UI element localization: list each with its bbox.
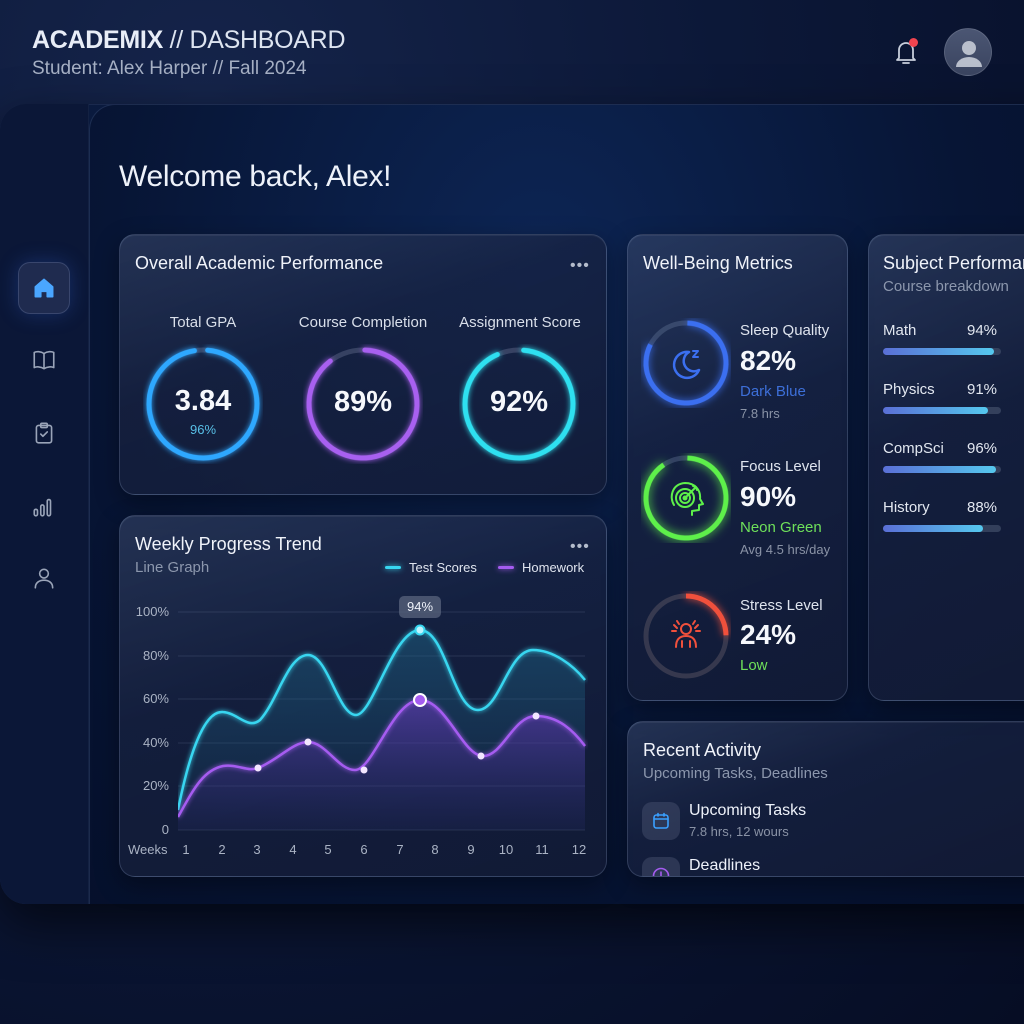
completion-gauge-ring bbox=[306, 347, 420, 461]
book-icon bbox=[33, 350, 55, 370]
app-title: ACADEMIX // DASHBOARD bbox=[32, 26, 346, 54]
focus-level-label: Focus Level bbox=[740, 458, 821, 475]
welcome-heading: Welcome back, Alex! bbox=[119, 160, 392, 193]
academic-performance-card bbox=[119, 234, 607, 495]
sleep-quality-note: 7.8 hrs bbox=[740, 406, 780, 421]
focus-level-note: Avg 4.5 hrs/day bbox=[740, 542, 831, 557]
y-tick: 80% bbox=[142, 648, 169, 663]
progress-bar bbox=[883, 466, 1001, 473]
sidebar-item-home[interactable] bbox=[18, 262, 70, 314]
sleep-quality-label: Sleep Quality bbox=[740, 322, 830, 339]
x-axis-label: Weeks bbox=[128, 842, 168, 857]
avatar-person-icon bbox=[956, 41, 982, 67]
more-options-button[interactable]: ••• bbox=[570, 538, 590, 555]
y-tick: 20% bbox=[142, 778, 169, 793]
progress-bar bbox=[883, 525, 1001, 532]
card-title: Subject Performance bbox=[883, 253, 1024, 273]
sidebar bbox=[0, 104, 89, 904]
completion-value: 89% bbox=[333, 386, 393, 418]
focus-level-tag: Neon Green bbox=[740, 519, 822, 536]
moon-icon bbox=[672, 350, 701, 380]
progress-bar bbox=[883, 407, 1001, 414]
bar-chart-icon bbox=[33, 498, 52, 517]
card-title: Recent Activity bbox=[643, 740, 762, 760]
chart-tooltip: 94% bbox=[399, 596, 441, 618]
stress-level-tag: Low bbox=[740, 657, 768, 674]
card-title: Well-Being Metrics bbox=[643, 253, 793, 273]
user-avatar[interactable] bbox=[944, 28, 992, 76]
user-icon bbox=[34, 568, 54, 589]
stress-level-label: Stress Level bbox=[740, 597, 823, 614]
gpa-percent: 96% bbox=[189, 422, 217, 437]
gpa-value: 3.84 bbox=[174, 385, 232, 417]
y-tick: 60% bbox=[142, 691, 169, 706]
gpa-gauge-ring bbox=[146, 347, 260, 461]
card-subtitle: Upcoming Tasks, Deadlines bbox=[643, 765, 828, 782]
focus-level-ring bbox=[643, 455, 729, 541]
sidebar-item-analytics[interactable] bbox=[18, 480, 70, 532]
clipboard-check-icon bbox=[35, 422, 53, 444]
y-tick: 0 bbox=[161, 822, 169, 837]
home-icon bbox=[34, 278, 54, 298]
legend-homework[interactable]: Homework bbox=[498, 560, 584, 575]
trend-line-chart bbox=[178, 611, 586, 831]
clock-icon bbox=[652, 867, 670, 876]
stressed-person-icon bbox=[671, 620, 701, 648]
recent-activity-card bbox=[627, 721, 1024, 877]
card-subtitle: Course breakdown bbox=[883, 278, 1009, 295]
x-tick: 12 bbox=[571, 842, 587, 857]
x-tick: 10 bbox=[498, 842, 514, 857]
notification-badge bbox=[909, 38, 918, 47]
stress-level-value: 24% bbox=[740, 619, 797, 650]
brand-name: ACADEMIX bbox=[32, 26, 163, 54]
more-options-button[interactable]: ••• bbox=[570, 257, 590, 274]
target-head-icon bbox=[670, 482, 704, 516]
calendar-icon bbox=[653, 812, 669, 829]
card-title: Weekly Progress Trend bbox=[135, 534, 322, 554]
legend-test-scores[interactable]: Test Scores bbox=[385, 560, 477, 575]
gauge-label-assignment: Assignment Score bbox=[459, 314, 581, 331]
assignment-gauge-ring bbox=[462, 347, 576, 461]
sidebar-item-assignments[interactable] bbox=[18, 407, 70, 459]
y-tick: 100% bbox=[135, 604, 169, 619]
card-subtitle: Line Graph bbox=[135, 559, 210, 576]
section-name: DASHBOARD bbox=[189, 26, 346, 54]
sidebar-item-courses[interactable] bbox=[18, 334, 70, 386]
card-title: Overall Academic Performance bbox=[135, 253, 384, 273]
x-tick: 7 bbox=[396, 842, 404, 857]
gauge-label-gpa: Total GPA bbox=[169, 314, 237, 331]
gauge-label-completion: Course Completion bbox=[298, 314, 428, 331]
sidebar-item-profile[interactable] bbox=[18, 552, 70, 604]
legend-swatch bbox=[385, 566, 401, 569]
sleep-quality-ring bbox=[643, 320, 729, 406]
progress-bar bbox=[883, 348, 1001, 355]
x-tick: 5 bbox=[324, 842, 332, 857]
x-tick: 4 bbox=[289, 842, 297, 857]
focus-level-value: 90% bbox=[740, 481, 797, 512]
x-tick: 2 bbox=[218, 842, 226, 857]
sleep-quality-tag: Dark Blue bbox=[740, 383, 806, 400]
x-tick: 8 bbox=[431, 842, 439, 857]
student-subtitle: Student: Alex Harper // Fall 2024 bbox=[32, 58, 307, 79]
stress-level-ring bbox=[643, 593, 729, 679]
legend-swatch bbox=[498, 566, 514, 569]
assignment-value: 92% bbox=[489, 386, 549, 418]
x-tick: 6 bbox=[360, 842, 368, 857]
x-tick: 3 bbox=[253, 842, 261, 857]
activity-clip: Deadlines bbox=[627, 855, 1024, 876]
x-tick: 11 bbox=[535, 842, 549, 857]
y-tick: 40% bbox=[142, 735, 169, 750]
sleep-quality-value: 82% bbox=[740, 345, 797, 376]
x-tick: 9 bbox=[467, 842, 475, 857]
x-tick: 1 bbox=[182, 842, 190, 857]
